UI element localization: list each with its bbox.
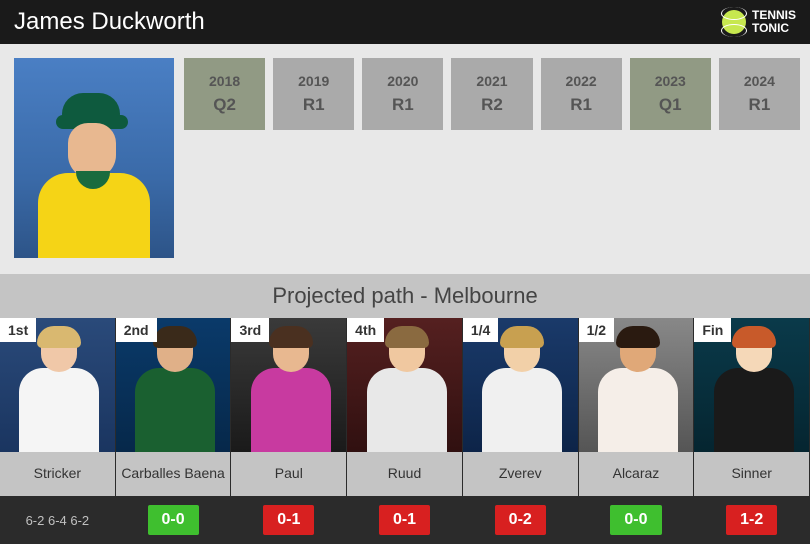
opponent-name: Ruud <box>347 452 462 496</box>
player-photo <box>14 58 174 258</box>
top-section: 2018 Q2 2019 R1 2020 R1 2021 R2 2022 R1 2023 Q1 2024… <box>0 44 810 274</box>
opponent-card[interactable]: 1/2 Alcaraz 0-0 <box>579 318 695 544</box>
opponent-figure <box>123 324 223 452</box>
opponent-score: 0-0 <box>116 496 231 544</box>
match-score: 6-2 6-4 6-2 <box>26 513 90 528</box>
opponent-photo: 2nd <box>116 318 231 452</box>
year-cell[interactable]: 2022 R1 <box>541 58 622 130</box>
year-cell[interactable]: 2024 R1 <box>719 58 800 130</box>
year-label: 2019 <box>298 73 329 89</box>
site-logo[interactable]: TENNIS TONIC <box>722 9 796 35</box>
logo-line-2: TONIC <box>752 22 796 35</box>
year-label: 2020 <box>387 73 418 89</box>
opponent-score: 0-2 <box>463 496 578 544</box>
opponent-card[interactable]: 1st Stricker 6-2 6-4 6-2 <box>0 318 116 544</box>
logo-text: TENNIS TONIC <box>752 9 796 35</box>
opponent-name: Stricker <box>0 452 115 496</box>
opponent-photo: 1/4 <box>463 318 578 452</box>
opponent-name: Alcaraz <box>579 452 694 496</box>
stage-tag: 1st <box>0 318 36 342</box>
opponent-photo: Fin <box>694 318 809 452</box>
year-cell[interactable]: 2018 Q2 <box>184 58 265 130</box>
years-row: 2018 Q2 2019 R1 2020 R1 2021 R2 2022 R1 2023 Q1 2024… <box>174 44 810 274</box>
h2h-badge: 1-2 <box>726 505 777 535</box>
opponent-photo: 3rd <box>231 318 346 452</box>
opponent-figure <box>7 324 107 452</box>
year-cell[interactable]: 2019 R1 <box>273 58 354 130</box>
stage-tag: 1/2 <box>579 318 614 342</box>
opponent-photo: 4th <box>347 318 462 452</box>
opponent-card[interactable]: 2nd Carballes Baena 0-0 <box>116 318 232 544</box>
year-cell[interactable]: 2020 R1 <box>362 58 443 130</box>
player-name: James Duckworth <box>14 8 205 36</box>
year-result: R2 <box>481 95 503 115</box>
year-cell[interactable]: 2023 Q1 <box>630 58 711 130</box>
tennis-ball-icon <box>722 10 746 34</box>
year-label: 2024 <box>744 73 775 89</box>
h2h-badge: 0-0 <box>610 505 661 535</box>
opponent-figure <box>239 324 339 452</box>
opponent-figure <box>702 324 802 452</box>
header-bar: James Duckworth TENNIS TONIC <box>0 0 810 44</box>
opponent-figure <box>470 324 570 452</box>
stage-tag: 4th <box>347 318 384 342</box>
opponent-card[interactable]: 4th Ruud 0-1 <box>347 318 463 544</box>
opponent-card[interactable]: 3rd Paul 0-1 <box>231 318 347 544</box>
opponent-score: 6-2 6-4 6-2 <box>0 496 115 544</box>
year-result: Q1 <box>659 95 682 115</box>
opponent-card[interactable]: Fin Sinner 1-2 <box>694 318 810 544</box>
opponent-photo: 1/2 <box>579 318 694 452</box>
opponent-name: Sinner <box>694 452 809 496</box>
opponent-score: 1-2 <box>694 496 809 544</box>
h2h-badge: 0-2 <box>495 505 546 535</box>
opponent-name: Paul <box>231 452 346 496</box>
year-label: 2018 <box>209 73 240 89</box>
opponent-figure <box>355 324 455 452</box>
path-row: 1st Stricker 6-2 6-4 6-2 2nd Carballes Baena… <box>0 318 810 544</box>
opponent-name: Zverev <box>463 452 578 496</box>
opponent-score: 0-1 <box>231 496 346 544</box>
player-figure <box>34 93 154 258</box>
opponent-name: Carballes Baena <box>116 452 231 496</box>
opponent-score: 0-1 <box>347 496 462 544</box>
year-result: R1 <box>749 95 771 115</box>
year-cell[interactable]: 2021 R2 <box>451 58 532 130</box>
year-label: 2023 <box>655 73 686 89</box>
year-result: Q2 <box>213 95 236 115</box>
opponent-photo: 1st <box>0 318 115 452</box>
path-header: Projected path - Melbourne <box>0 274 810 318</box>
opponent-score: 0-0 <box>579 496 694 544</box>
year-label: 2021 <box>476 73 507 89</box>
year-label: 2022 <box>566 73 597 89</box>
stage-tag: 1/4 <box>463 318 498 342</box>
h2h-badge: 0-1 <box>263 505 314 535</box>
stage-tag: 3rd <box>231 318 269 342</box>
stage-tag: 2nd <box>116 318 157 342</box>
stage-tag: Fin <box>694 318 731 342</box>
year-result: R1 <box>392 95 414 115</box>
h2h-badge: 0-0 <box>148 505 199 535</box>
year-result: R1 <box>570 95 592 115</box>
opponent-figure <box>586 324 686 452</box>
h2h-badge: 0-1 <box>379 505 430 535</box>
year-result: R1 <box>303 95 325 115</box>
opponent-card[interactable]: 1/4 Zverev 0-2 <box>463 318 579 544</box>
